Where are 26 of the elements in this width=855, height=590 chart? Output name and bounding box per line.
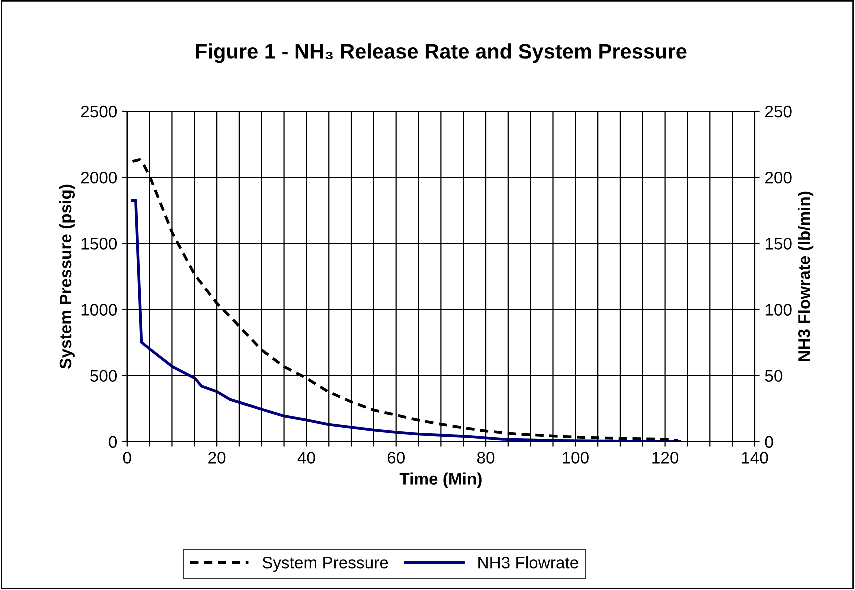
legend-label: NH3 Flowrate: [478, 556, 578, 569]
y2-tick-label: 100: [766, 304, 792, 316]
y-tick-label: 500: [90, 370, 118, 382]
x-tick-label: 100: [563, 452, 589, 464]
y2-tick-label: 200: [766, 172, 792, 184]
x-tick-label: 40: [298, 452, 316, 464]
y-tick-label: 0: [109, 436, 118, 448]
legend-label: System Pressure: [262, 556, 388, 572]
x-tick-label: 80: [477, 452, 495, 464]
y-tick-label: 1500: [82, 238, 118, 250]
y2-tick-label: 50: [765, 370, 783, 382]
y-tick-label: 1000: [82, 304, 118, 316]
x-axis-title: Time (Min): [400, 472, 482, 488]
y-axis-title: System Pressure (psig): [59, 184, 76, 369]
y2-tick-label: 250: [766, 106, 792, 118]
y2-tick-label: 0: [765, 436, 774, 448]
y-tick-label: 2500: [81, 106, 118, 118]
x-tick-label: 60: [388, 452, 405, 464]
x-tick-label: 140: [742, 452, 768, 464]
y2-tick-label: 150: [766, 238, 792, 250]
x-tick-label: 20: [208, 452, 226, 464]
chart-title: Figure 1 - NH₃ Release Rate and System Pressure: [196, 44, 687, 64]
x-tick-label: 120: [652, 452, 679, 464]
y2-axis-title: NH3 Flowrate (lb/min): [798, 192, 814, 362]
x-tick-label: 0: [123, 452, 132, 464]
y-tick-label: 2000: [81, 172, 118, 184]
